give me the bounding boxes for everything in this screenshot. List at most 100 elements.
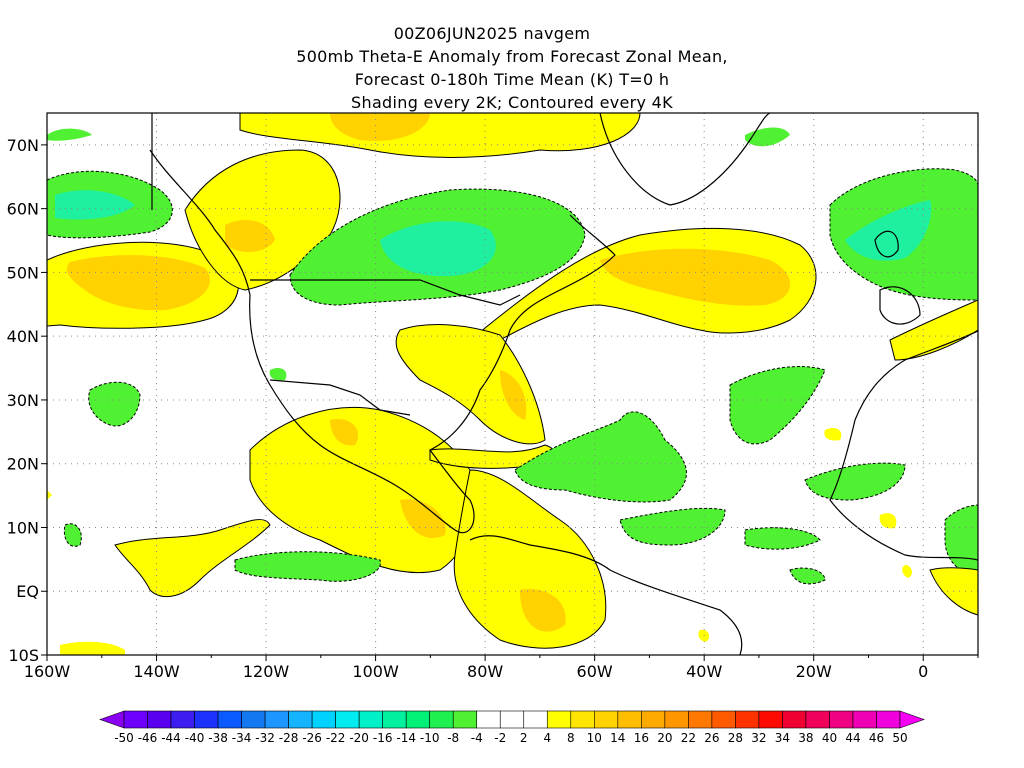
lon-tick-label: 40W (686, 662, 722, 681)
colorbar-swatch (758, 710, 783, 729)
lat-tick-label: 60N (7, 200, 39, 219)
coastline-greenland (599, 113, 771, 206)
colorbar-swatch (523, 710, 548, 729)
colorbar-min-arrow (99, 710, 125, 729)
colorbar-label: 44 (845, 731, 860, 745)
cool-anomaly-arctic (47, 128, 92, 141)
colorbar-swatch (452, 710, 478, 729)
colorbar-swatch (476, 710, 501, 729)
warm-anomaly-south-america (453, 469, 607, 649)
colorbar-label: -20 (349, 731, 369, 745)
cool-anomaly-europe-core (845, 200, 932, 261)
colorbar-swatch (829, 710, 854, 729)
colorbar-swatch (429, 710, 454, 729)
cool-anomaly-central-pacific (88, 381, 141, 427)
colorbar-swatch (170, 710, 195, 729)
colorbar-swatch (123, 710, 148, 729)
colorbar-label: 16 (634, 731, 649, 745)
colorbar-label: -8 (447, 731, 459, 745)
colorbar-swatch (617, 710, 642, 729)
lon-tick-label: 160W (24, 662, 71, 681)
colorbar-swatch (876, 710, 901, 729)
cool-anomaly-nw-pacific-core (55, 190, 135, 220)
lon-tick-label: 100W (352, 662, 399, 681)
title-run: 00Z06JUN2025 navgem (393, 24, 591, 43)
colorbar-swatch (852, 710, 877, 729)
colorbar-label: 22 (681, 731, 696, 745)
lon-tick-label: 140W (133, 662, 180, 681)
colorbar-label: -2 (494, 731, 506, 745)
lat-tick-label: 10N (7, 518, 39, 537)
colorbar-label: -4 (471, 731, 483, 745)
colorbar-max-arrow (899, 710, 925, 729)
colorbar-swatch (288, 710, 313, 729)
lat-tick-label: 50N (7, 263, 39, 282)
cool-anomaly-tropical-atlantic (514, 411, 687, 503)
title-shading: Shading every 2K; Contoured every 4K (351, 93, 673, 112)
coastline-iberia (879, 286, 921, 325)
colorbar-label: -34 (232, 731, 252, 745)
warm-anomaly-north-atlantic-core (600, 248, 791, 306)
colorbar-swatch (546, 710, 572, 729)
colorbar-swatch (499, 710, 525, 729)
colorbar-label: -10 (420, 731, 440, 745)
lat-tick-label: EQ (16, 582, 39, 601)
lon-tick-label: 0 (918, 662, 928, 681)
colorbar-label: -32 (255, 731, 275, 745)
colorbar-label: 14 (610, 731, 625, 745)
cool-anomaly-hudson-bay-core (380, 221, 496, 277)
coastlines (149, 113, 978, 655)
colorbar-label: -38 (208, 731, 228, 745)
cool-anomaly-subtropical-atlantic (729, 366, 826, 445)
colorbar-swatch (735, 710, 760, 729)
colorbar-label: -22 (326, 731, 346, 745)
colorbar-swatch (570, 710, 595, 729)
colorbar-swatch (641, 710, 666, 729)
title-forecast: Forecast 0-180h Time Mean (K) T=0 h (354, 70, 670, 89)
colorbar-swatch (264, 710, 289, 729)
cool-anomaly-east-pacific-strip (234, 551, 381, 582)
colorbar-label: -16 (373, 731, 393, 745)
colorbar-label: 2 (520, 731, 528, 745)
warm-anomaly-eastern-us (395, 324, 546, 445)
cool-anomaly-west-africa (804, 462, 906, 501)
colorbar-label: 32 (751, 731, 766, 745)
colorbar-label: 50 (892, 731, 907, 745)
colorbar-swatch (147, 710, 172, 729)
lon-tick-label: 80W (467, 662, 503, 681)
colorbar-swatch (241, 710, 266, 729)
colorbar-swatch (405, 710, 430, 729)
coastline-africa (829, 330, 978, 561)
colorbar-label: -40 (185, 731, 205, 745)
colorbar-label: 10 (587, 731, 602, 745)
colorbar-label: 28 (728, 731, 743, 745)
colorbar-label: 46 (869, 731, 884, 745)
lat-tick-label: 10S (8, 646, 39, 665)
plot-frame (46, 112, 979, 656)
colorbar-label: 4 (543, 731, 551, 745)
colorbar-swatch (382, 710, 407, 729)
colorbar-label: 26 (704, 731, 719, 745)
lat-tick-label: 70N (7, 136, 39, 155)
colorbar-label: 40 (822, 731, 837, 745)
colorbar-swatch (358, 710, 383, 729)
coastline-south-america (469, 535, 743, 655)
colorbar-label: -26 (302, 731, 322, 745)
lat-tick-label: 20N (7, 455, 39, 474)
colorbar-label: -46 (138, 731, 158, 745)
colorbar-swatch (711, 710, 736, 729)
colorbar-swatch (782, 710, 807, 729)
colorbar-label: -14 (396, 731, 416, 745)
colorbar-swatch (688, 710, 713, 729)
colorbar-swatch (217, 710, 242, 729)
colorbar-label: 20 (657, 731, 672, 745)
colorbar-swatch (311, 710, 336, 729)
lat-tick-label: 40N (7, 327, 39, 346)
title-block: 00Z06JUN2025 navgem 500mb Theta-E Anomal… (0, 0, 1024, 114)
colorbar-label: -50 (114, 731, 134, 745)
canada-us-border (250, 279, 521, 306)
graticule (47, 113, 978, 655)
warm-anomaly-equatorial-pacific (114, 519, 271, 598)
colorbar-swatch (194, 710, 219, 729)
colorbar-swatch (594, 710, 619, 729)
